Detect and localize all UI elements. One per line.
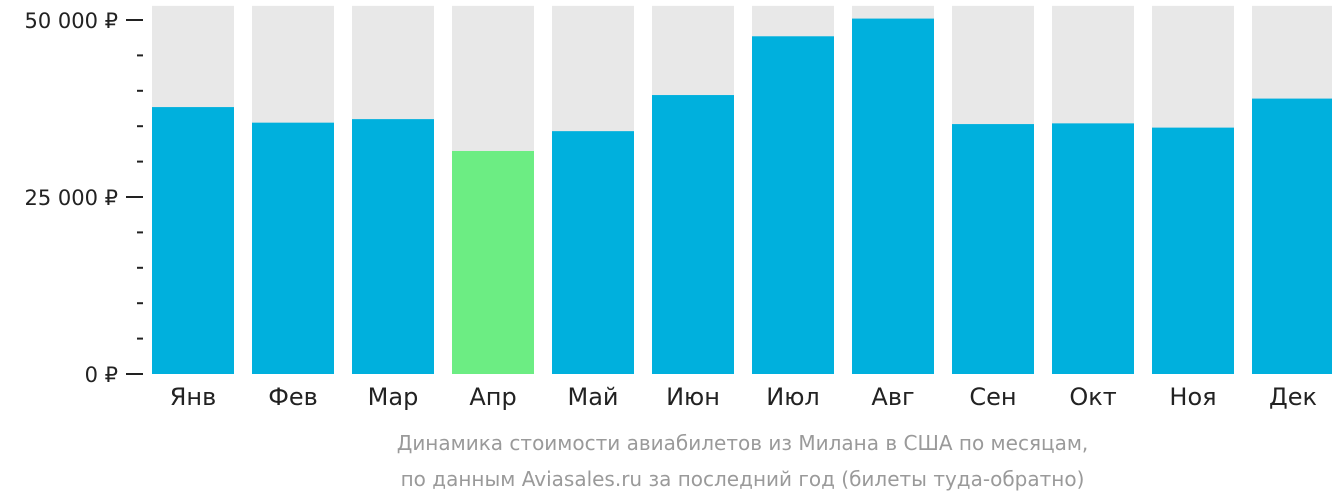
x-tick-label-12: Дек bbox=[1269, 383, 1317, 411]
x-tick-label-6: Июн bbox=[666, 383, 720, 411]
x-axis: Янв Фев Мар Апр Май Июн Июл Авг Сен Окт Ноя Дек bbox=[170, 383, 1317, 411]
bar-4 bbox=[452, 150, 534, 374]
x-tick-label-7: Июл bbox=[766, 383, 820, 411]
bar-11 bbox=[1152, 127, 1234, 374]
bar-7 bbox=[752, 36, 834, 375]
x-tick-label-1: Янв bbox=[170, 383, 217, 411]
bar-1 bbox=[152, 107, 234, 375]
x-tick-label-4: Апр bbox=[469, 383, 516, 411]
y-tick-label-1: 0 ₽ bbox=[85, 363, 118, 387]
y-axis: 0 ₽ 25 000 ₽ 50 000 ₽ bbox=[24, 9, 143, 387]
y-tick-label-2: 25 000 ₽ bbox=[24, 186, 118, 210]
y-tick-label-3: 50 000 ₽ bbox=[24, 9, 118, 33]
bar-6 bbox=[652, 95, 734, 374]
x-tick-label-9: Сен bbox=[969, 383, 1016, 411]
bar-8 bbox=[852, 18, 934, 375]
x-tick-label-3: Мар bbox=[368, 383, 419, 411]
x-tick-label-2: Фев bbox=[268, 383, 318, 411]
bar-layer bbox=[152, 18, 1332, 375]
x-tick-label-5: Май bbox=[567, 383, 618, 411]
bar-10 bbox=[1052, 123, 1134, 374]
chart-caption-line-1: Динамика стоимости авиабилетов из Милана… bbox=[396, 431, 1089, 455]
bar-2 bbox=[252, 122, 334, 374]
chart-caption-line-2: по данным Aviasales.ru за последний год … bbox=[400, 467, 1085, 491]
bar-3 bbox=[352, 119, 434, 375]
bar-9 bbox=[952, 124, 1034, 375]
bar-5 bbox=[552, 131, 634, 374]
x-tick-label-11: Ноя bbox=[1169, 383, 1216, 411]
bar-12 bbox=[1252, 98, 1332, 374]
price-bar-chart: 0 ₽ 25 000 ₽ 50 000 ₽ Янв Фев Мар Апр Май Июн Ию… bbox=[24, 5, 1332, 411]
x-tick-label-10: Окт bbox=[1069, 383, 1116, 411]
x-tick-label-8: Авг bbox=[871, 383, 914, 411]
